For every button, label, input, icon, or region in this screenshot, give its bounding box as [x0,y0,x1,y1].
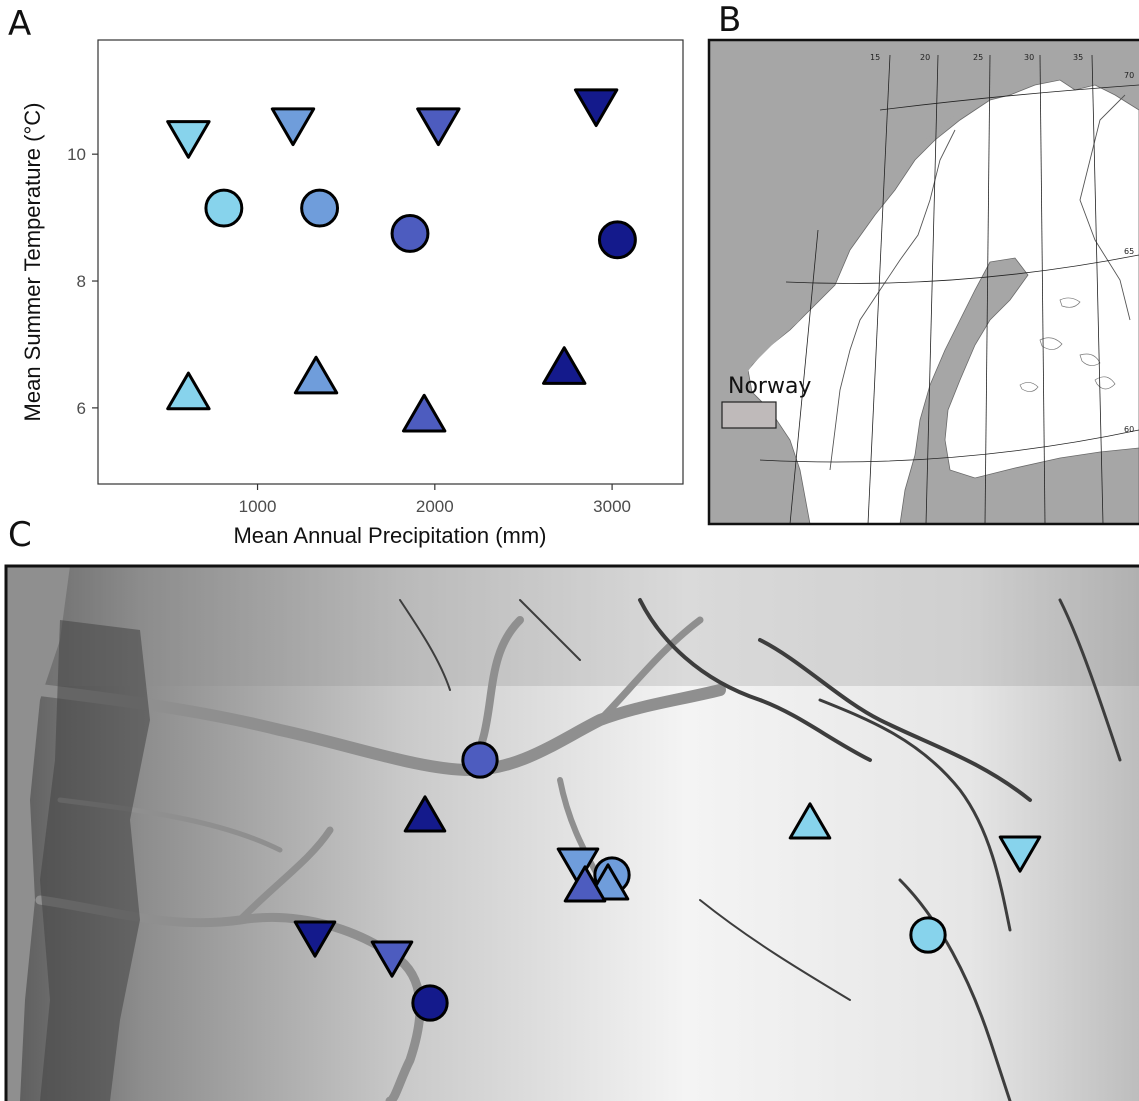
site-marker-triangle-down [556,847,600,885]
site-marker-circle [909,916,947,954]
panel-c-label: C [8,515,32,555]
scatter-chart: 1000 2000 3000 6 8 10 Mean Annual Precipitati… [20,39,684,548]
site-marker-circle [461,741,499,779]
inset-graticule [759,54,1139,524]
panel-a-label: A [8,4,32,44]
site-marker-triangle-up [788,802,832,840]
data-point-triangle-up [293,355,339,395]
y-tick-label: 6 [77,399,86,418]
rivers [399,598,1122,1101]
y-axis-title: Mean Summer Temperature (°C) [20,103,45,422]
data-point-triangle-down [270,107,316,147]
ocean [6,566,70,1101]
data-point-triangle-up [401,393,447,433]
site-marker-triangle-down [370,940,414,978]
terrain-top-shade [6,566,1139,686]
inset-sea [710,40,1139,524]
x-tick-label: 2000 [416,497,454,516]
panel-b-label: B [718,0,742,40]
lon-label-30: 30 [1024,53,1034,62]
data-point-triangle-down [573,88,619,128]
inset-land [747,79,1139,524]
site-marker-triangle-down [293,920,337,958]
norway-legend-label: Norway [728,374,811,399]
site-marker-circle [411,984,449,1022]
inset-gulf-of-bothnia [899,257,1139,524]
inset-map-frame [707,38,1139,526]
y-tick-label: 10 [67,145,86,164]
site-marker-circle [593,856,631,894]
inset-lakes [1019,297,1116,392]
site-map-frame [4,564,1139,1101]
data-point-triangle-up [542,346,587,385]
coastal-archipelago [40,620,150,1101]
data-point-circle [204,188,244,228]
data-point-triangle-down [166,120,211,159]
inset-norway [710,40,1139,524]
inset-borders [829,94,1131,471]
terrain-base [6,566,1139,1101]
lat-label-60: 60 [1124,425,1134,434]
norway-legend-swatch [721,401,777,429]
data-point-circle [597,220,637,260]
lat-label-65: 65 [1124,247,1134,256]
x-tick-label: 1000 [239,497,277,516]
site-marker-triangle-up [403,795,447,833]
site-marker-triangle-up [563,865,607,903]
lon-label-25: 25 [973,53,983,62]
site-marker-triangle-down [998,835,1042,873]
data-point-circle [390,214,430,253]
lon-label-15: 15 [870,53,880,62]
lon-label-35: 35 [1073,53,1083,62]
x-axis-title: Mean Annual Precipitation (mm) [233,523,546,548]
data-point-triangle-down [416,107,461,147]
data-point-circle [300,188,340,228]
x-tick-label: 3000 [593,497,631,516]
site-marker-triangle-up [586,863,630,901]
lon-label-20: 20 [920,53,930,62]
lon-label-70: 70 [1124,71,1134,80]
fjords [34,616,726,1101]
data-point-triangle-up [166,371,211,411]
y-tick-label: 8 [77,272,86,291]
